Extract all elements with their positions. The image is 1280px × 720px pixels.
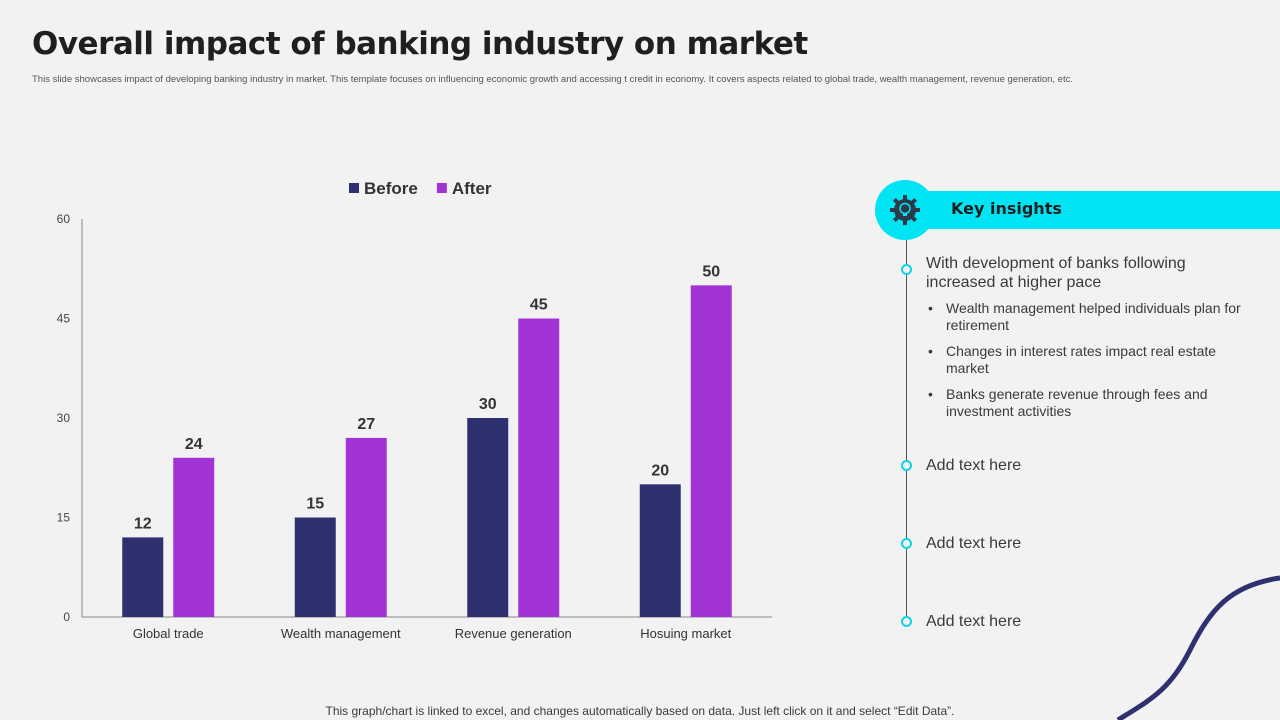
page-subtitle: This slide showcases impact of developin… [32,74,1073,85]
bar [122,537,164,617]
data-label: 50 [702,263,720,280]
legend-swatch [436,183,447,193]
data-label: 12 [134,515,152,532]
insight-bullet: Banks generate revenue through fees and … [926,386,1246,420]
bar [518,318,560,617]
bar [173,457,215,617]
timeline-dot [901,616,912,627]
key-insights-badge [875,180,935,240]
y-tick-label: 45 [57,312,71,326]
data-label: 24 [185,436,203,453]
y-tick-label: 0 [63,610,70,624]
placeholder-text: Add text here [926,613,1022,630]
bar [467,418,509,617]
data-label: 20 [651,462,669,479]
bar-chart: 0 15 30 45 60 12 24 Global trade 15 27 Wealth mana… [57,179,772,641]
data-label: 27 [357,416,375,433]
data-label: 45 [530,297,548,314]
data-label: 30 [479,396,497,413]
insight-bullet-list: Wealth management helped individuals pla… [926,300,1246,429]
data-label: 15 [306,496,324,513]
timeline-dot [901,264,912,275]
timeline-line [906,240,907,622]
x-tick-label: Global trade [133,626,204,641]
gear-bulb-icon [890,195,920,225]
footer-note: This graph/chart is linked to excel, and… [325,704,955,718]
timeline-dot [901,538,912,549]
legend-swatch [349,183,359,193]
bar [345,437,387,617]
legend-label: Before [364,179,418,198]
insight-main-point: With development of banks following incr… [926,255,1186,291]
bar [639,484,681,617]
timeline-dot [901,460,912,471]
key-insights-header-bar [905,191,1280,229]
key-insights-heading: Key insights [951,199,1062,218]
x-tick-label: Hosuing market [640,626,731,641]
y-tick-label: 15 [57,511,71,525]
y-tick-label: 60 [57,212,71,226]
insight-bullet: Changes in interest rates impact real es… [926,343,1246,377]
placeholder-text: Add text here [926,535,1022,552]
page-title: Overall impact of banking industry on ma… [32,26,808,62]
y-tick-label: 30 [57,411,71,425]
placeholder-text: Add text here [926,457,1022,474]
x-tick-label: Revenue generation [455,626,572,641]
insight-bullet: Wealth management helped individuals pla… [926,300,1246,334]
legend-label: After [452,179,492,198]
x-tick-label: Wealth management [281,626,401,641]
bar [294,517,336,617]
bar [690,285,732,617]
